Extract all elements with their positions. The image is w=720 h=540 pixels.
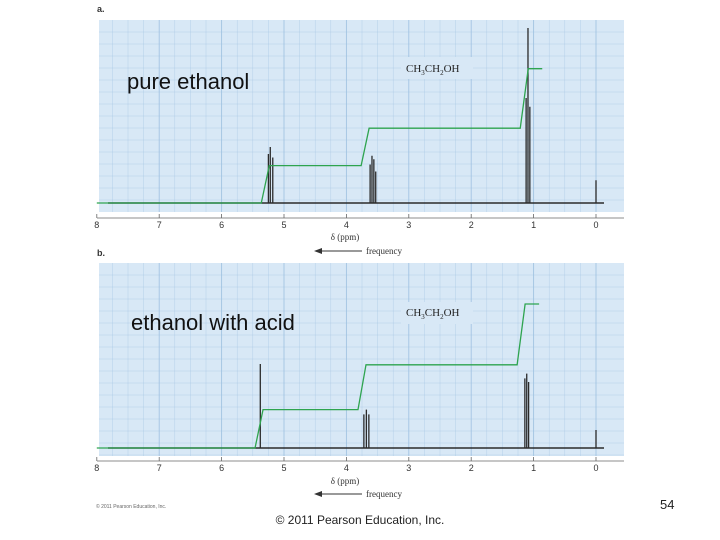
integral-trace <box>96 68 543 204</box>
x-tick-label: 7 <box>157 463 162 473</box>
page-number: 54 <box>660 497 675 512</box>
integral-trace <box>96 303 540 449</box>
x-tick-label: 6 <box>219 463 224 473</box>
spectrum-panel-b: b. ethanol with acid CH3CH2OH 8 7 6 5 4 3 2 1 0 δ (p… <box>94 248 624 499</box>
frequency-label: frequency <box>366 489 402 499</box>
spectrum-title: ethanol with acid <box>131 310 295 335</box>
panel-label: a. <box>97 4 105 14</box>
slide-footer: © 2011 Pearson Education, Inc. <box>275 513 445 527</box>
spectrum-title: pure ethanol <box>127 69 249 94</box>
x-axis-label: δ (ppm) <box>331 232 360 242</box>
plot-background <box>99 263 624 456</box>
frequency-arrowhead <box>314 248 322 254</box>
x-tick-label: 1 <box>531 463 536 473</box>
x-tick-label: 7 <box>157 220 162 230</box>
molecule-formula: CH3CH2OH <box>406 63 460 77</box>
formula-box <box>401 302 473 324</box>
molecule-formula: CH3CH2OH <box>406 307 460 321</box>
x-tick-label: 6 <box>219 220 224 230</box>
panel-label: b. <box>97 248 105 258</box>
formula-box <box>401 57 473 79</box>
x-tick-label: 8 <box>94 220 99 230</box>
frequency-arrowhead <box>314 491 322 497</box>
x-tick-label: 5 <box>281 220 286 230</box>
x-tick-label: 4 <box>344 220 349 230</box>
x-tick-label: 2 <box>469 220 474 230</box>
x-axis-label: δ (ppm) <box>331 476 360 486</box>
figure-copyright: © 2011 Pearson Education, Inc. <box>96 503 166 510</box>
x-tick-label: 8 <box>94 463 99 473</box>
x-tick-label: 0 <box>593 463 598 473</box>
x-tick-label: 3 <box>406 220 411 230</box>
x-tick-label: 0 <box>593 220 598 230</box>
spectrum-panel-a: a. pure ethanol CH3CH2OH 8 7 6 5 4 3 2 1 0 δ (ppm) fr… <box>94 4 624 256</box>
x-tick-label: 4 <box>344 463 349 473</box>
x-tick-label: 5 <box>281 463 286 473</box>
x-tick-label: 3 <box>406 463 411 473</box>
x-tick-label: 2 <box>469 463 474 473</box>
frequency-label: frequency <box>366 246 402 256</box>
x-tick-label: 1 <box>531 220 536 230</box>
